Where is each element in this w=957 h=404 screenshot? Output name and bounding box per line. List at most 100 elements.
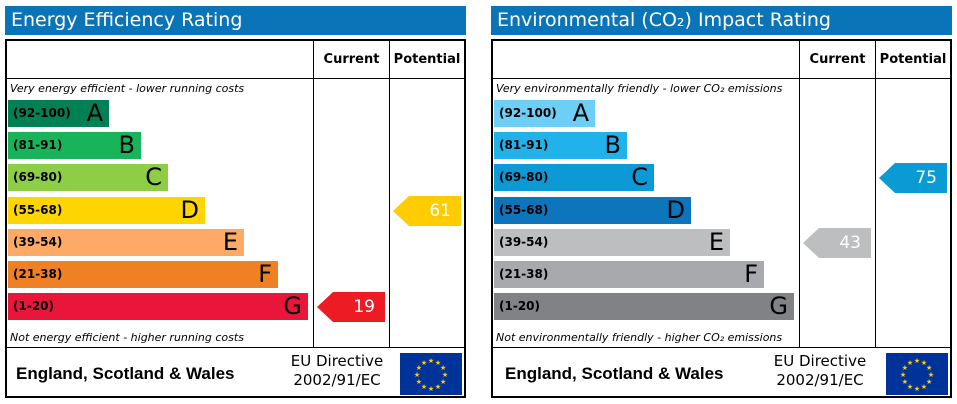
band-range-label: (21-38) (499, 267, 549, 281)
svg-text:★: ★ (926, 364, 932, 372)
energy-current-header: Current (323, 52, 380, 67)
band-range-label: (55-68) (13, 202, 63, 217)
svg-text:★: ★ (440, 364, 446, 372)
svg-text:★: ★ (900, 371, 906, 379)
band-letter: F (744, 260, 758, 288)
energy-potential-header: Potential (393, 52, 461, 67)
rating-value: 19 (353, 297, 375, 318)
svg-text:★: ★ (435, 383, 441, 391)
eu-stars: ★★★★★★★★★ ★ ★★ (900, 357, 934, 393)
svg-text:★: ★ (416, 364, 422, 372)
svg-text:★: ★ (416, 378, 422, 386)
environmental-directive: EU Directive 2002/91/EC (770, 352, 870, 390)
svg-text:★: ★ (914, 357, 920, 365)
environmental-current-arrow: 43 (803, 227, 871, 258)
band-range-label: (39-54) (499, 234, 549, 249)
svg-text:★: ★ (428, 385, 434, 393)
directive-line1: EU Directive (290, 352, 384, 370)
band-g: (1-20) G (8, 292, 308, 321)
divider (7, 347, 464, 348)
svg-text:★: ★ (921, 359, 927, 367)
band-range-label: (81-91) (13, 138, 63, 153)
svg-text:★: ★ (421, 359, 427, 367)
environmental-current-header: Current (809, 52, 866, 67)
divider (389, 41, 390, 347)
rating-value: 43 (839, 232, 861, 253)
band-letter: C (631, 163, 648, 192)
directive-line1: EU Directive (773, 352, 867, 370)
band-b: (81-91) B (8, 131, 141, 160)
band-range-label: (81-91) (499, 138, 549, 153)
arrow-shape (879, 163, 947, 194)
band-range-label: (21-38) (13, 267, 63, 281)
divider (7, 78, 464, 79)
svg-text:★: ★ (440, 378, 446, 386)
band-g: (1-20) G (494, 292, 794, 321)
svg-text:★: ★ (914, 385, 920, 393)
svg-text:★: ★ (435, 359, 441, 367)
band-letter: A (86, 99, 103, 127)
svg-text:★: ★ (414, 371, 420, 379)
svg-text:★: ★ (428, 357, 434, 365)
divider (493, 347, 950, 348)
band-range-label: (69-80) (499, 170, 549, 185)
band-letter: G (769, 292, 788, 321)
environmental-potential-header: Potential (879, 52, 947, 67)
band-f: (21-38) F (8, 260, 278, 288)
rating-value: 61 (429, 200, 451, 221)
energy-bottom-note: Not energy efficient - higher running co… (10, 331, 244, 344)
svg-text:★: ★ (921, 383, 927, 391)
environmental-top-note: Very environmentally friendly - lower CO… (496, 82, 783, 95)
eu-flag-icon: ★ ★ ★ ★ ★ ★ ★ ★ ★ ★ ★ ★ (886, 353, 948, 395)
svg-text:★: ★ (902, 364, 908, 372)
energy-region: England, Scotland & Wales (16, 364, 235, 383)
svg-text:★: ★ (442, 371, 448, 379)
band-e: (39-54) E (8, 228, 244, 256)
svg-text:★: ★ (926, 378, 932, 386)
band-d: (55-68) D (8, 195, 205, 224)
environmental-title: Environmental (CO₂) Impact Rating (491, 6, 952, 35)
environmental-region: England, Scotland & Wales (505, 364, 724, 383)
energy-potential-arrow: 61 (393, 195, 461, 226)
svg-text:★: ★ (902, 378, 908, 386)
divider (493, 78, 950, 79)
band-a: (92-100) A (494, 99, 595, 127)
environmental-bottom-note: Not environmentally friendly - higher CO… (496, 331, 783, 344)
band-range-label: (1-20) (499, 299, 540, 314)
band-letter: B (604, 131, 621, 160)
band-letter: B (118, 131, 135, 160)
band-letter: D (180, 195, 199, 224)
energy-top-note: Very energy efficient - lower running co… (10, 82, 245, 95)
band-letter: F (258, 260, 272, 288)
band-c: (69-80) C (8, 163, 168, 192)
rating-value: 75 (915, 168, 937, 189)
energy-directive: EU Directive 2002/91/EC (287, 352, 387, 390)
band-e: (39-54) E (494, 227, 730, 256)
eu-stars: ★★★★★★★★★ ★ ★★ (414, 357, 448, 393)
energy-current-arrow: 19 (317, 292, 385, 323)
svg-text:★: ★ (907, 359, 913, 367)
band-range-label: (92-100) (13, 106, 71, 120)
divider (313, 41, 314, 347)
svg-text:★: ★ (421, 383, 427, 391)
svg-text:★: ★ (928, 371, 934, 379)
band-letter: D (666, 195, 685, 224)
band-letter: C (145, 163, 162, 192)
environmental-potential-arrow: 75 (879, 163, 947, 194)
divider (799, 41, 800, 347)
energy-frame: Current Potential Very energy efficient … (5, 39, 466, 398)
energy-title: Energy Efficiency Rating (5, 6, 466, 35)
band-b: (81-91) B (494, 131, 627, 160)
arrow-shape (317, 292, 385, 323)
band-letter: E (708, 227, 724, 256)
band-range-label: (39-54) (13, 234, 63, 249)
energy-efficiency-panel: Energy Efficiency Rating Current Potenti… (5, 6, 466, 398)
directive-line2: 2002/91/EC (293, 371, 381, 389)
eu-flag-icon: ★ ★ ★ ★ ★ ★ ★ ★ ★ ★ ★ ★ (400, 353, 462, 395)
band-range-label: (55-68) (499, 202, 549, 217)
band-f: (21-38) F (494, 260, 764, 288)
band-d: (55-68) D (494, 195, 691, 224)
arrow-shape (803, 227, 871, 258)
arrow-shape (393, 195, 461, 226)
svg-text:★: ★ (907, 383, 913, 391)
